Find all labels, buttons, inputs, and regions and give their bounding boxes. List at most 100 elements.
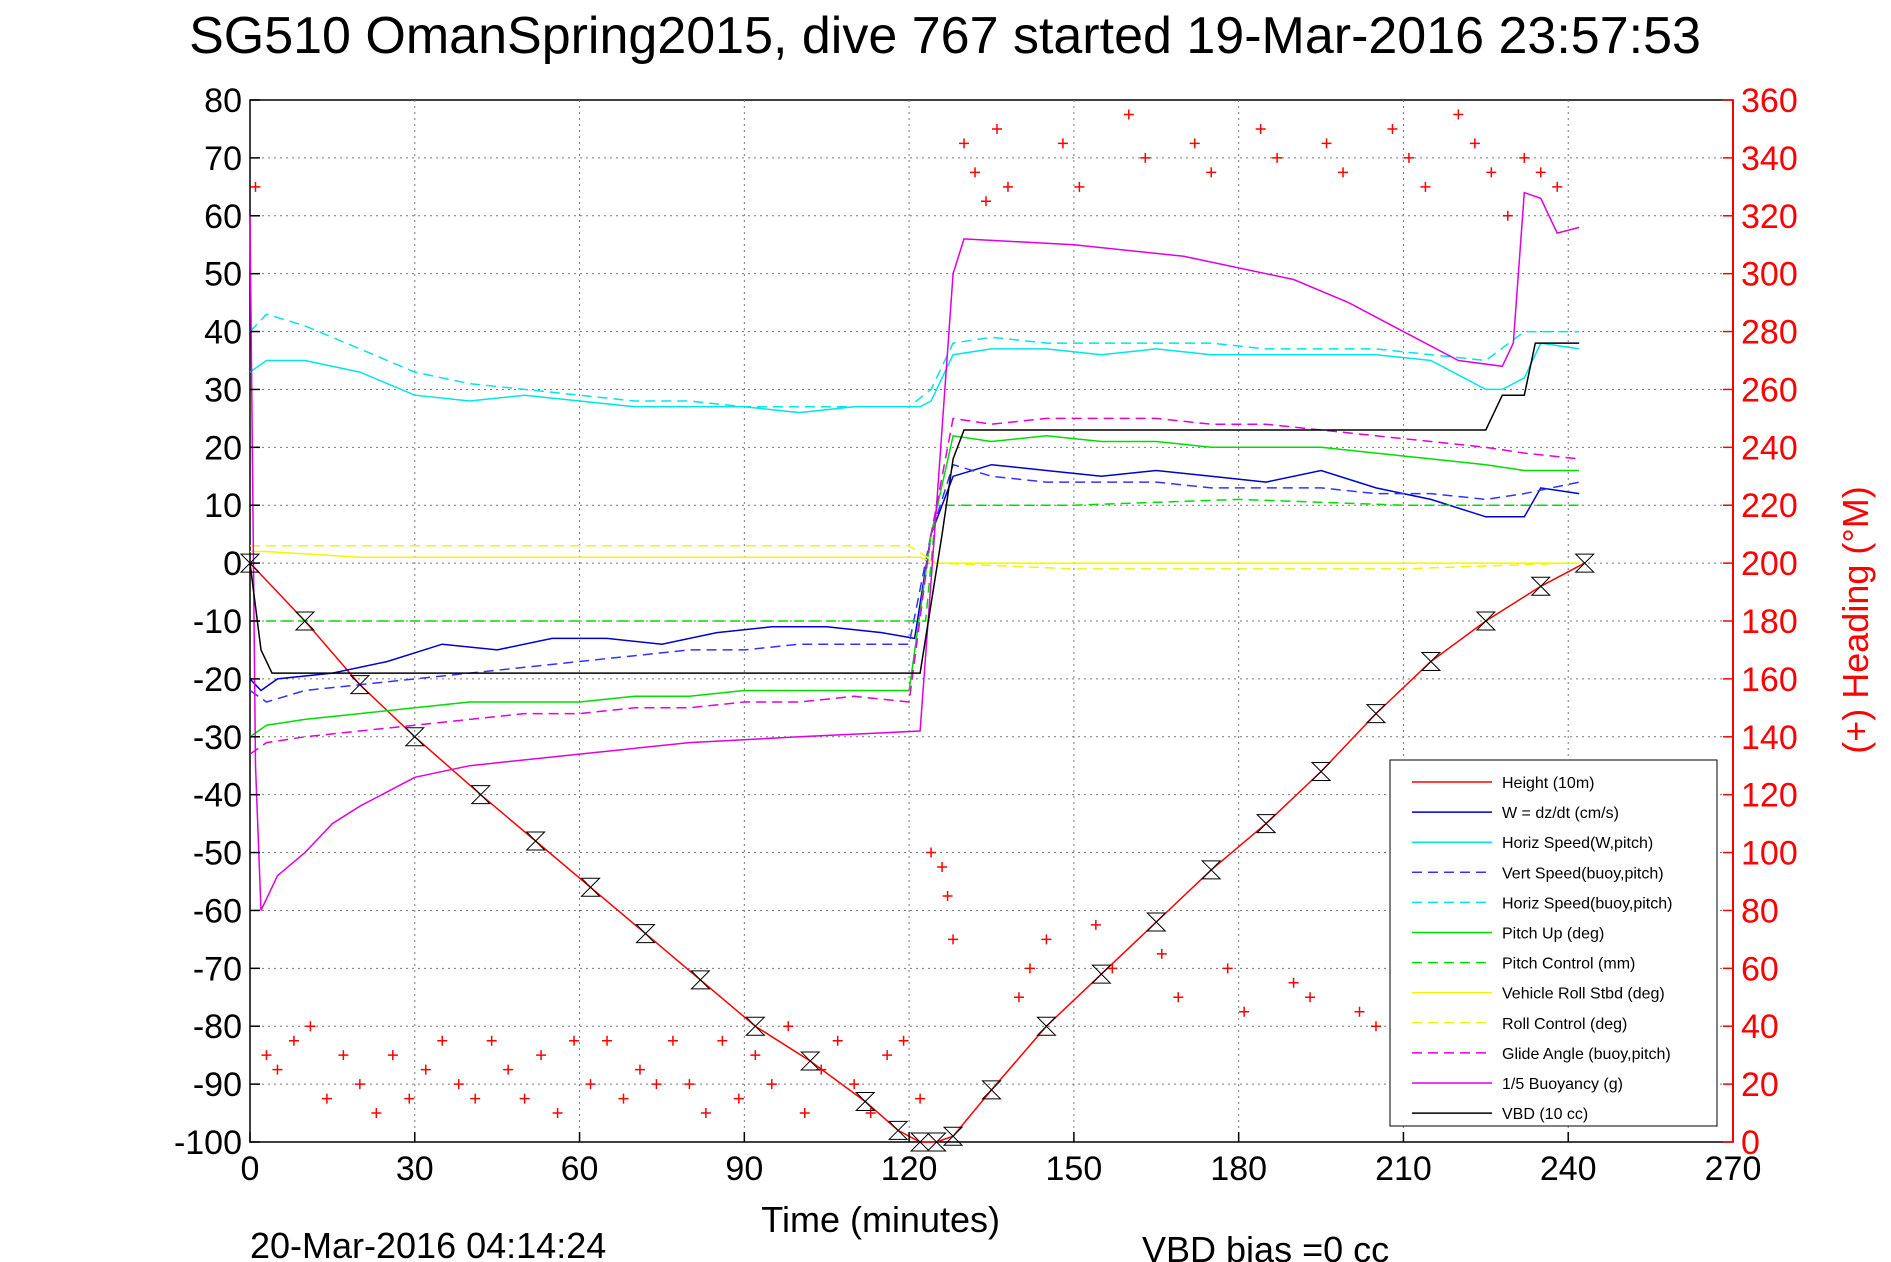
height-markers [239,553,1595,1152]
x-tick-label: 180 [1210,1150,1267,1188]
height-marker [349,675,371,695]
heading-point [1305,992,1316,1003]
legend-label: Horiz Speed(buoy,pitch) [1502,895,1672,912]
height-marker [800,1051,821,1071]
heading-point [1222,963,1233,974]
height-marker [635,924,656,944]
heading-point [503,1064,514,1075]
heading-point [1321,138,1332,149]
heading-point [937,862,948,873]
legend-label: W = dz/dt (cm/s) [1502,805,1619,822]
heading-point [585,1079,596,1090]
y-right-tick-label: 20 [1741,1066,1779,1104]
height-marker [926,1132,947,1152]
heading-point [569,1035,580,1046]
x-tick-label: 270 [1705,1150,1762,1188]
y-right-tick-label: 140 [1741,719,1798,757]
legend-label: Glide Angle (buoy,pitch) [1502,1046,1671,1063]
heading-point [1189,138,1200,149]
y-left-tick-label: 20 [204,429,242,467]
y-left-tick-label: -80 [193,1008,242,1046]
heading-point [991,123,1002,134]
heading-point [1486,167,1497,178]
heading-point [261,1050,272,1061]
y-left-tick-label: -40 [193,777,242,815]
y-left-tick-label: -100 [174,1124,242,1162]
height-marker [690,970,711,990]
heading-point [338,1050,349,1061]
footer-vbd-bias: VBD bias =0 cc [1142,1229,1389,1262]
series-line-horiz_speed_w [249,342,1580,414]
y-left-tick-label: 10 [204,487,242,525]
legend-label: Roll Control (deg) [1502,1016,1627,1033]
heading-point [1107,963,1118,974]
heading-point [898,1035,909,1046]
heading-point [552,1108,563,1119]
heading-point [1552,181,1563,192]
heading-point [354,1079,365,1090]
y-left-tick-label: 40 [204,314,242,352]
heading-point [486,1035,497,1046]
heading-point [1502,210,1513,221]
heading-point [1272,152,1283,163]
legend-label: Vehicle Roll Stbd (deg) [1502,986,1665,1003]
series-line-height [249,562,1586,1143]
x-tick-label: 90 [725,1150,763,1188]
height-marker [1036,1016,1057,1036]
y-left-tick-label: -20 [193,661,242,699]
heading-point [915,1093,926,1104]
height-marker [745,1016,766,1036]
heading-point [1338,167,1349,178]
heading-point [371,1108,382,1119]
y-left-tick-label: 30 [204,371,242,409]
y-right-tick-label: 0 [1741,1124,1760,1162]
y-left-tick-label: -90 [193,1066,242,1104]
heading-point [1002,181,1013,192]
heading-point [536,1050,547,1061]
series-line-vbd [249,342,1580,674]
y-right-tick-label: 40 [1741,1008,1779,1046]
heading-point [305,1021,316,1032]
series-line-roll [250,550,1580,564]
y-right-tick-label: 220 [1741,487,1798,525]
series-line-buoyancy [249,191,1580,911]
height-marker [1475,611,1497,631]
heading-point [1206,167,1217,178]
y-right-tick-label: 160 [1741,661,1798,699]
footer-timestamp: 20-Mar-2016 04:14:24 [250,1225,606,1262]
heading-point [1090,919,1101,930]
y-right-tick-label: 280 [1741,314,1798,352]
grid [250,100,1733,1142]
heading-point [799,1108,810,1119]
y-right-tick-label: 100 [1741,835,1798,873]
heading-markers [250,109,1563,1119]
heading-point [1013,992,1024,1003]
y-right-tick-label: 360 [1741,82,1798,120]
legend-label: VBD (10 cc) [1502,1106,1588,1123]
x-tick-label: 210 [1375,1150,1432,1188]
x-axis-label: Time (minutes) [761,1199,1000,1240]
series-line-pitch_control [250,498,1580,622]
height-marker [404,727,425,747]
y-left-tick-label: 70 [204,140,242,178]
heading-point [684,1079,695,1090]
height-marker [1146,912,1167,932]
x-tick-label: 240 [1540,1150,1597,1188]
heading-point [1387,123,1398,134]
y-left-tick-label: -60 [193,892,242,930]
heading-point [1140,152,1151,163]
y-right-tick-label: 340 [1741,140,1798,178]
heading-point [882,1050,893,1061]
heading-point [942,890,953,901]
series-line-glide_angle [249,417,1580,755]
heading-point [981,196,992,207]
y-left-tick-label: -30 [193,719,242,757]
height-marker [1420,652,1442,672]
heading-point [272,1064,283,1075]
y-right-tick-label: 240 [1741,429,1798,467]
legend-label: Pitch Up (deg) [1502,926,1604,943]
heading-point [1469,138,1480,149]
y-left-tick-label: 0 [223,545,242,583]
series-line-w [249,463,1580,692]
legend-label: Vert Speed(buoy,pitch) [1502,865,1664,882]
